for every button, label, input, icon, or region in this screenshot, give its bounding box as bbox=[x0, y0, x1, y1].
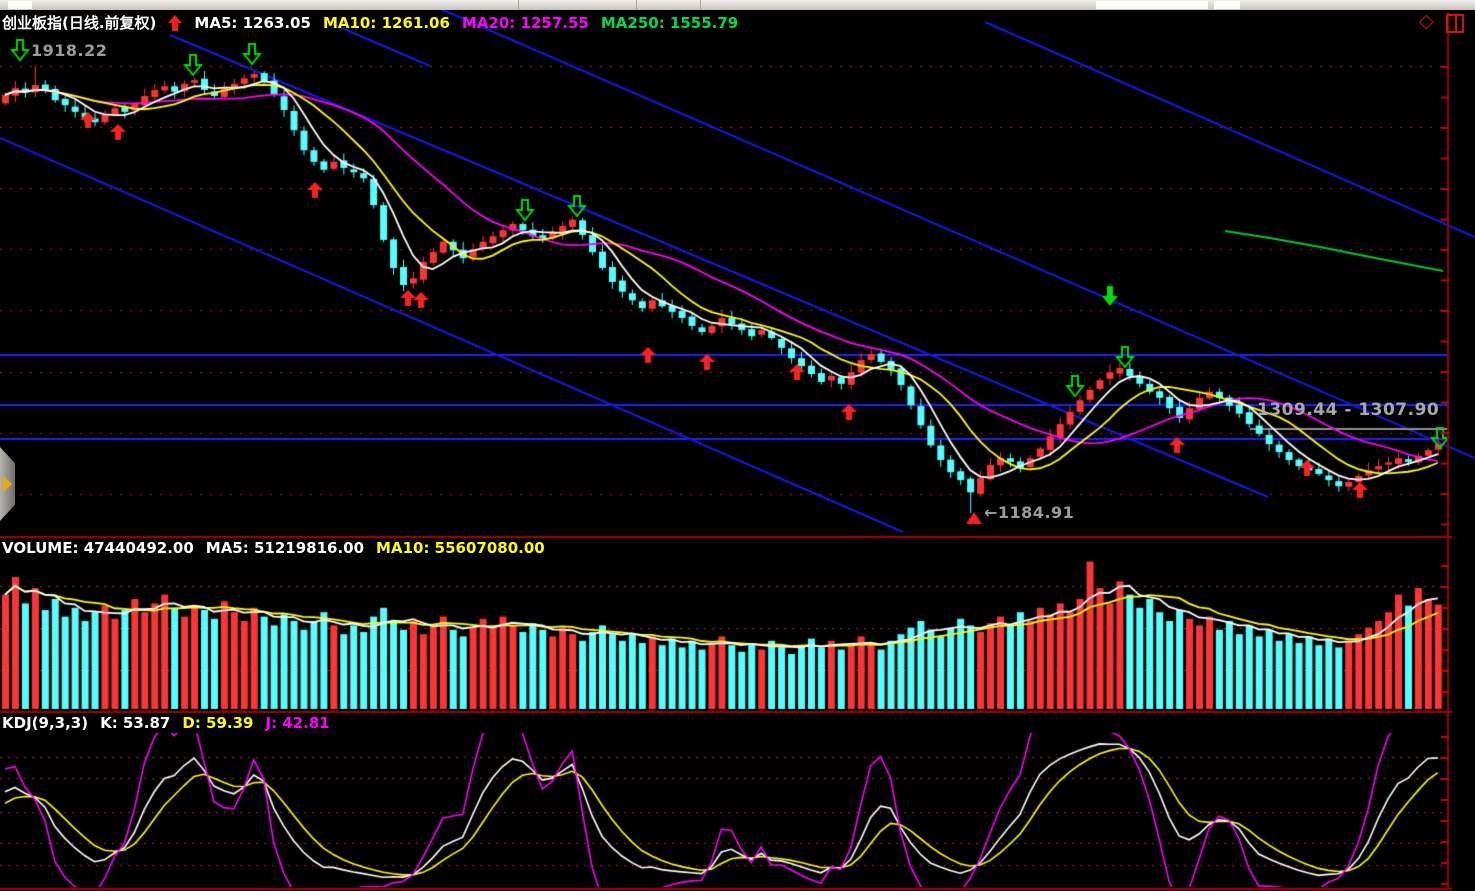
toolbar-button[interactable] bbox=[1096, 1, 1208, 9]
price-up-arrow-icon bbox=[168, 14, 183, 31]
volume-pane-header: VOLUME: 47440492.00 MA5: 51219816.00 MA1… bbox=[2, 539, 545, 557]
ma250-value-label: MA250: 1555.79 bbox=[600, 13, 739, 32]
toolbar-button[interactable] bbox=[8, 1, 32, 9]
low-price-label: ←1184.91 bbox=[984, 503, 1075, 522]
sidebar-expand-handle[interactable] bbox=[0, 447, 15, 521]
toolbar-separator bbox=[700, 0, 701, 10]
toolbar-button[interactable] bbox=[1214, 1, 1240, 9]
high-price-label: 1918.22 bbox=[31, 41, 108, 60]
latest-price-range-label: 1309.44 - 1307.90 bbox=[1257, 400, 1440, 420]
kdj-j-label: J: 42.81 bbox=[265, 714, 330, 732]
split-window-divider bbox=[1455, 16, 1457, 31]
ma20-value-label: MA20: 1257.55 bbox=[461, 13, 589, 32]
ma10-value-label: MA10: 1261.06 bbox=[322, 13, 450, 32]
volume-ma5-label: MA5: 51219816.00 bbox=[205, 539, 365, 557]
top-toolbar-strip bbox=[0, 0, 1475, 10]
ma5-value-label: MA5: 1263.05 bbox=[194, 13, 311, 32]
instrument-title: 创业板指(日线.前复权) bbox=[2, 14, 157, 32]
volume-ma10-label: MA10: 55607080.00 bbox=[376, 539, 545, 557]
expand-arrow-icon bbox=[3, 476, 12, 492]
volume-value-label: VOLUME: 47440492.00 bbox=[2, 539, 194, 557]
kdj-name-label: KDJ(9,3,3) bbox=[2, 714, 89, 732]
main-chart-header: 创业板指(日线.前复权) MA5: 1263.05 MA10: 1261.06 … bbox=[2, 12, 738, 33]
kdj-k-label: K: 53.87 bbox=[100, 714, 171, 732]
toolbar-separator bbox=[636, 0, 637, 10]
toolbar-separator bbox=[518, 0, 519, 10]
split-window-icon[interactable] bbox=[1446, 14, 1464, 33]
diamond-tool-icon[interactable]: ◇ bbox=[1419, 10, 1434, 32]
kdj-d-label: D: 59.39 bbox=[182, 714, 254, 732]
kdj-pane-header: KDJ(9,3,3) K: 53.87 D: 59.39 J: 42.81 bbox=[2, 714, 330, 732]
